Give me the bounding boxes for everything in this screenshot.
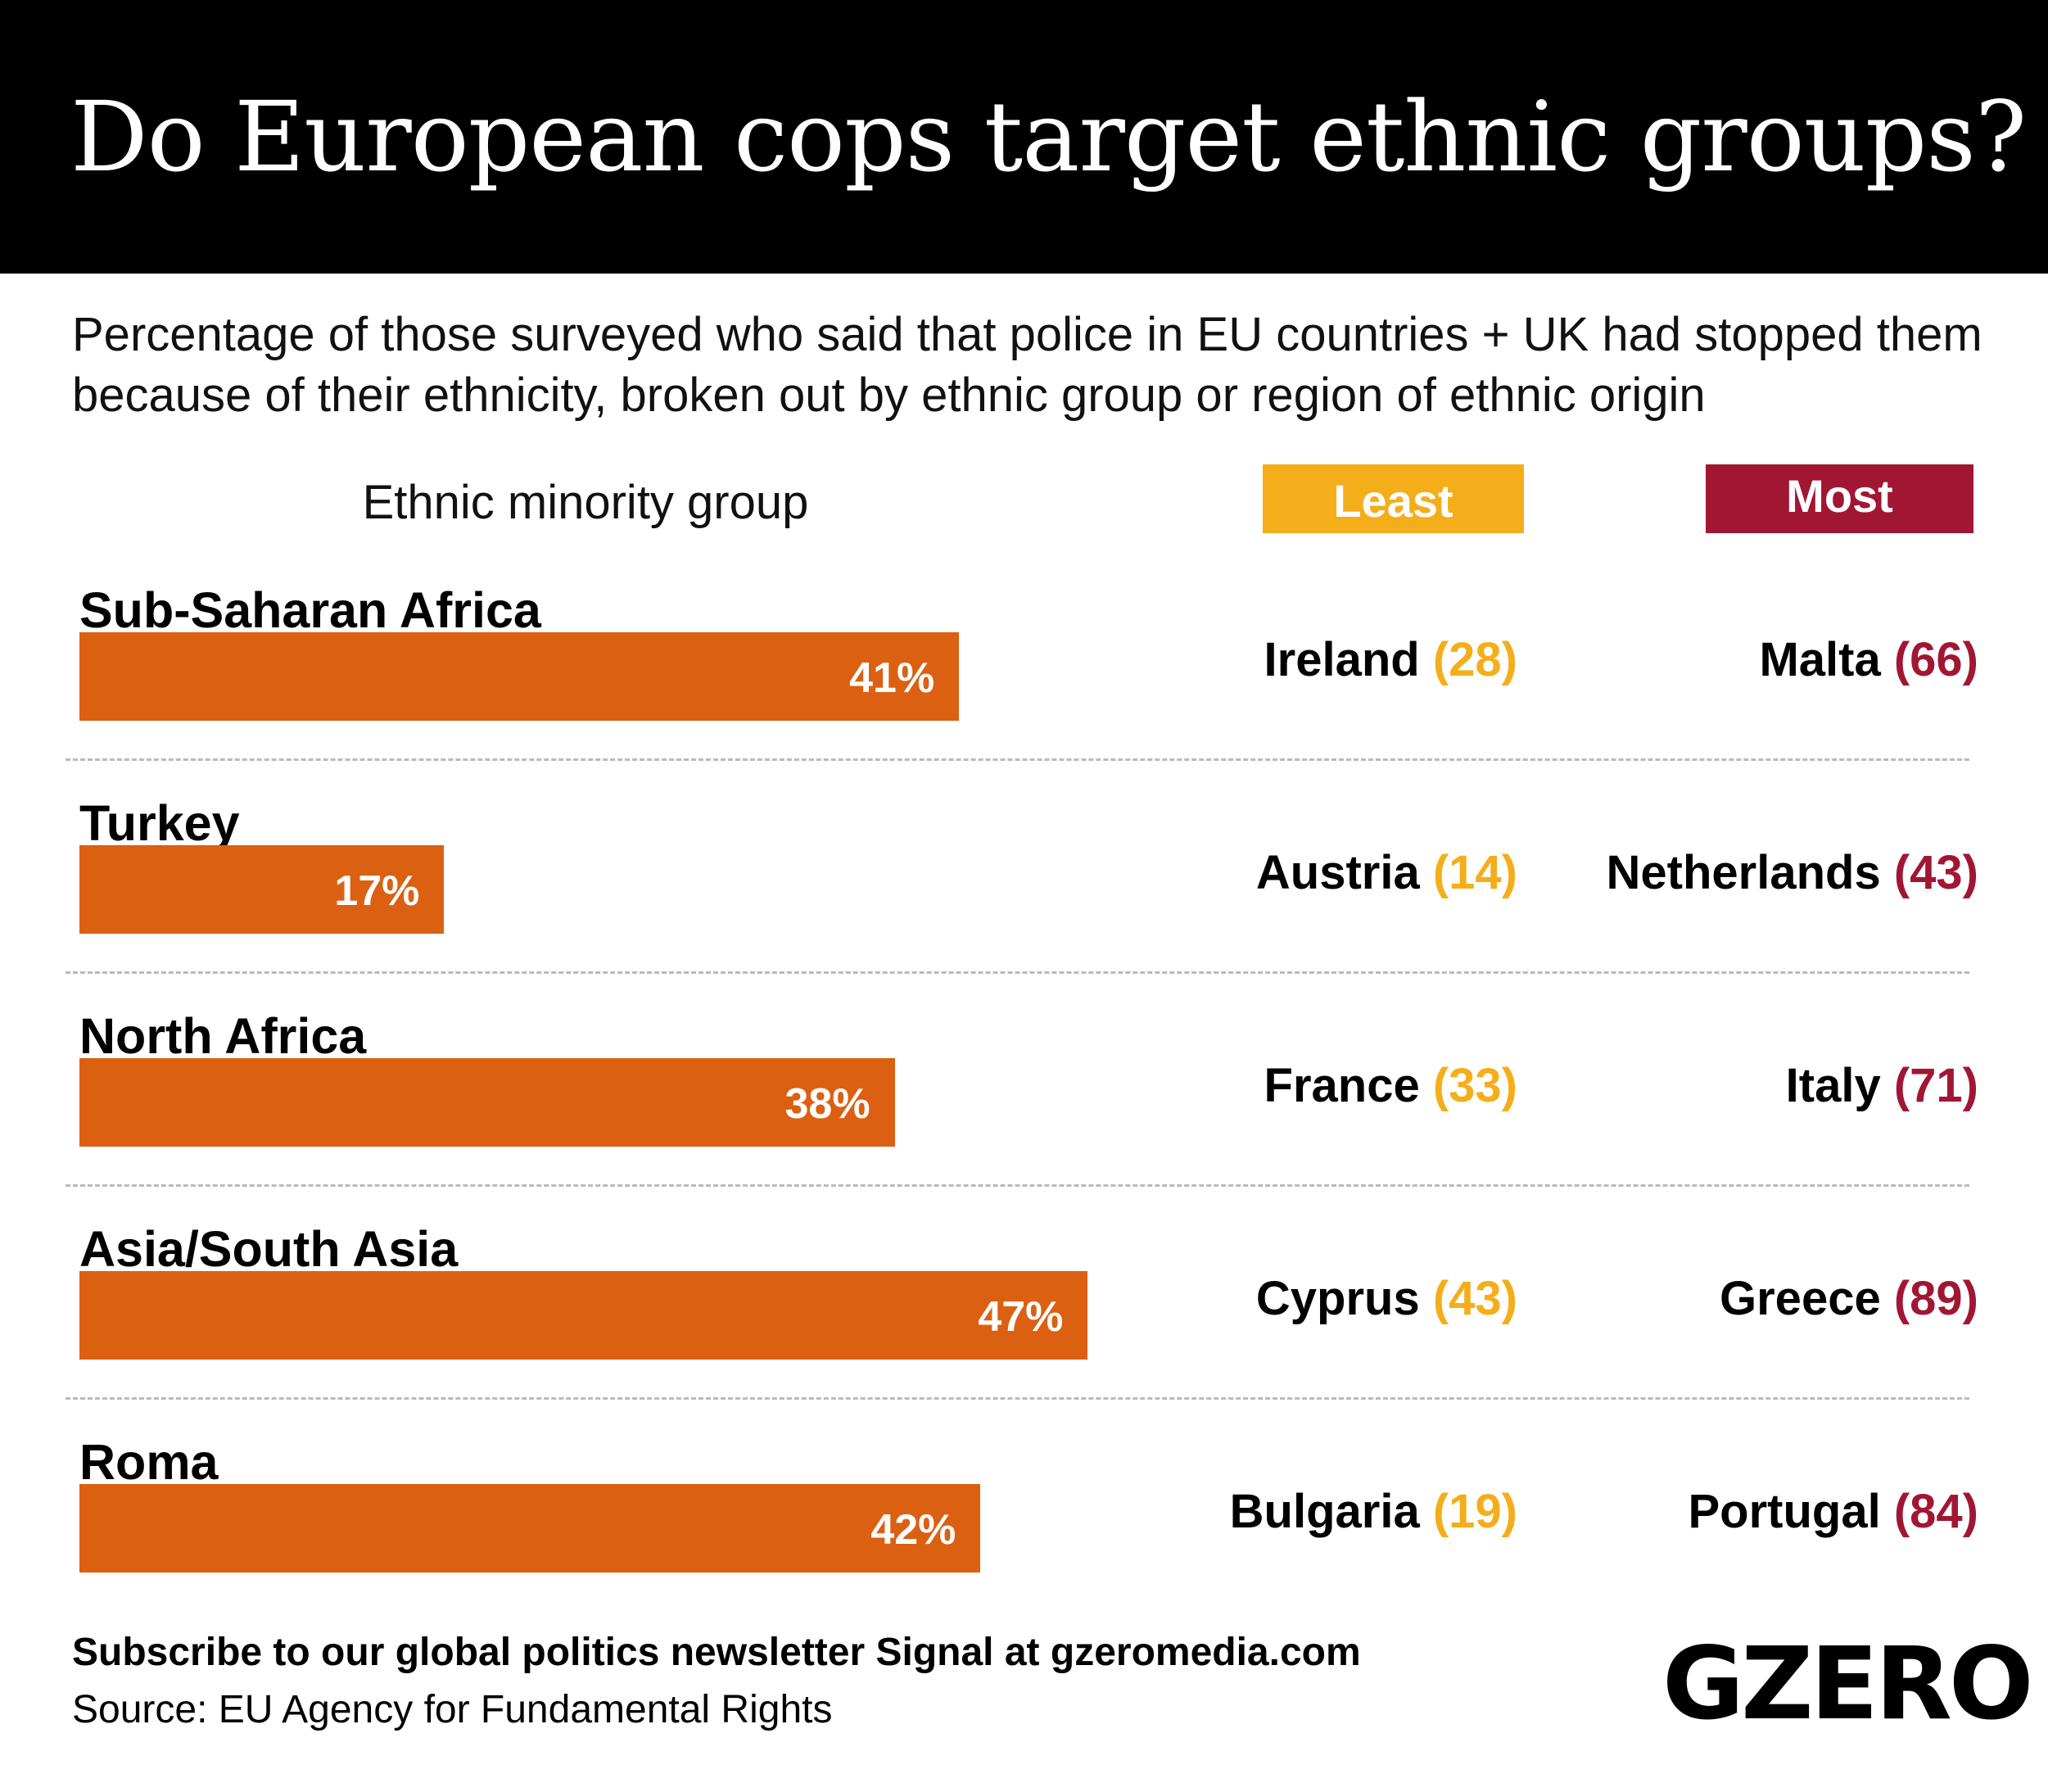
least-country-value: (14) xyxy=(1432,846,1517,899)
chart-row: Turkey 17% Austria (14) Netherlands (43) xyxy=(0,794,2048,1007)
least-country: Austria (14) xyxy=(1256,845,1517,900)
chart-row: Asia/South Asia 47% Cyprus (43) Greece (89) xyxy=(0,1220,2048,1433)
source-note: Source: EU Agency for Fundamental Rights xyxy=(72,1688,833,1731)
most-country-value: (66) xyxy=(1893,633,1978,686)
category-label: Sub-Saharan Africa xyxy=(79,582,541,638)
most-country-value: (84) xyxy=(1893,1485,1978,1538)
least-country-name: Cyprus xyxy=(1255,1272,1420,1325)
bar: 42% xyxy=(79,1484,981,1573)
subscribe-note: Subscribe to our global politics newslet… xyxy=(72,1631,1361,1674)
bar: 47% xyxy=(79,1271,1088,1360)
most-country-value: (89) xyxy=(1893,1272,1978,1325)
most-country-name: Malta xyxy=(1759,633,1881,686)
bar-value-label: 38% xyxy=(784,1080,870,1128)
chart-row: North Africa 38% France (33) Italy (71) xyxy=(0,1007,2048,1220)
least-country-value: (33) xyxy=(1432,1059,1517,1112)
most-country-name: Italy xyxy=(1785,1059,1881,1112)
least-country-name: France xyxy=(1264,1059,1420,1112)
bar: 38% xyxy=(79,1058,895,1147)
most-country: Greece (89) xyxy=(1720,1271,1978,1326)
bar: 17% xyxy=(79,845,445,934)
most-country: Portugal (84) xyxy=(1688,1484,1978,1539)
category-label: Asia/South Asia xyxy=(79,1221,459,1277)
chart-subtitle: Percentage of those surveyed who said th… xyxy=(72,308,1982,422)
least-country-name: Austria xyxy=(1255,846,1420,899)
most-country-value: (71) xyxy=(1893,1059,1978,1112)
least-country-name: Bulgaria xyxy=(1229,1485,1420,1538)
most-country-name: Greece xyxy=(1720,1272,1881,1325)
row-divider xyxy=(66,971,1969,974)
category-label: North Africa xyxy=(79,1008,367,1064)
bar: 41% xyxy=(79,632,960,721)
most-country-name: Portugal xyxy=(1688,1485,1881,1538)
row-divider xyxy=(66,1397,1969,1400)
least-country: Cyprus (43) xyxy=(1256,1271,1517,1326)
category-label: Roma xyxy=(79,1434,219,1490)
most-country: Malta (66) xyxy=(1759,632,1978,687)
bar-value-label: 47% xyxy=(978,1293,1064,1341)
row-divider xyxy=(66,758,1969,761)
chart-title: Do European cops target ethnic groups? xyxy=(70,80,2027,193)
bar-value-label: 42% xyxy=(870,1506,956,1554)
least-country-value: (28) xyxy=(1432,633,1517,686)
least-country: Ireland (28) xyxy=(1264,632,1517,687)
least-country-value: (19) xyxy=(1432,1485,1517,1538)
least-country-value: (43) xyxy=(1432,1272,1517,1325)
most-country: Netherlands (43) xyxy=(1607,845,1978,900)
legend-least: Least xyxy=(1263,464,1524,533)
least-country-name: Ireland xyxy=(1264,633,1420,686)
column-header: Ethnic minority group xyxy=(362,476,809,529)
bar-value-label: 17% xyxy=(334,867,420,915)
category-label: Turkey xyxy=(79,795,240,851)
bar-value-label: 41% xyxy=(849,654,935,702)
legend-most: Most xyxy=(1706,464,1973,533)
chart-row: Sub-Saharan Africa 41% Ireland (28) Malta (… xyxy=(0,581,2048,794)
most-country-value: (43) xyxy=(1893,846,1978,899)
most-country: Italy (71) xyxy=(1786,1058,1978,1113)
most-country-name: Netherlands xyxy=(1606,846,1881,899)
least-country: France (33) xyxy=(1264,1058,1517,1113)
least-country: Bulgaria (19) xyxy=(1230,1484,1517,1539)
chart-row: Roma 42% Bulgaria (19) Portugal (84) xyxy=(0,1433,2048,1646)
gzero-logo: GZERO xyxy=(1662,1626,2034,1742)
header-banner: Do European cops target ethnic groups? xyxy=(0,0,2048,274)
row-divider xyxy=(66,1184,1969,1187)
